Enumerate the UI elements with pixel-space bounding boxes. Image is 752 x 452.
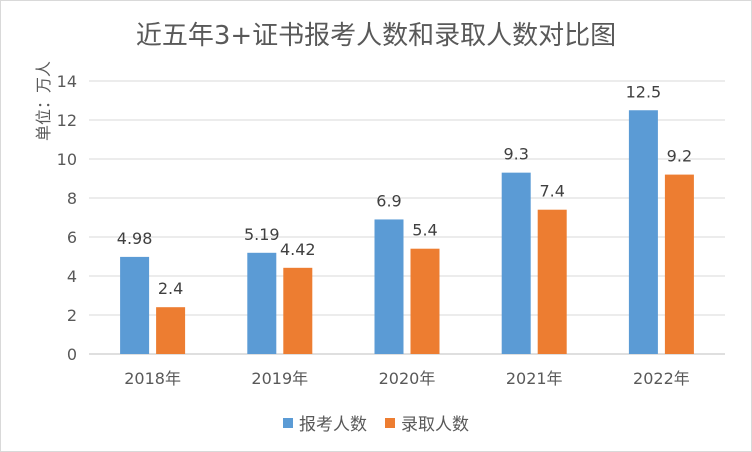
legend-label-series-1: 报考人数 bbox=[299, 415, 367, 435]
x-tick-label: 2021年 bbox=[506, 369, 563, 388]
legend: 报考人数 录取人数 bbox=[1, 410, 751, 435]
y-tick-label: 2 bbox=[67, 306, 77, 325]
x-tick-label: 2019年 bbox=[251, 369, 308, 388]
y-tick-label: 4 bbox=[67, 267, 77, 286]
data-label: 6.9 bbox=[376, 191, 401, 210]
x-tick-label: 2022年 bbox=[633, 369, 690, 388]
bar-series-1 bbox=[628, 110, 658, 354]
bar-series-2 bbox=[156, 307, 186, 354]
legend-label-series-2: 录取人数 bbox=[401, 415, 469, 435]
x-tick-label: 2020年 bbox=[379, 369, 436, 388]
y-tick-label: 10 bbox=[57, 150, 77, 169]
bar-series-2 bbox=[664, 174, 694, 354]
legend-item-series-2: 录取人数 bbox=[385, 410, 469, 435]
data-label: 4.42 bbox=[280, 240, 316, 259]
legend-item-series-1: 报考人数 bbox=[283, 410, 367, 435]
bar-series-2 bbox=[283, 267, 313, 354]
x-tick-label: 2018年 bbox=[124, 369, 181, 388]
y-tick-label: 12 bbox=[57, 111, 77, 130]
data-label: 9.3 bbox=[503, 145, 528, 164]
data-label: 2.4 bbox=[158, 279, 183, 298]
bar-series-1 bbox=[501, 172, 531, 354]
data-label: 12.5 bbox=[626, 82, 662, 101]
data-label: 4.98 bbox=[117, 229, 153, 248]
bar-series-1 bbox=[120, 256, 150, 354]
y-tick-label: 14 bbox=[57, 72, 77, 91]
data-label: 5.19 bbox=[244, 225, 280, 244]
y-tick-label: 8 bbox=[67, 189, 77, 208]
data-label: 5.4 bbox=[412, 221, 437, 240]
y-tick-label: 6 bbox=[67, 228, 77, 247]
legend-swatch-series-2 bbox=[385, 417, 395, 428]
bar-series-2 bbox=[410, 248, 440, 354]
data-label: 9.2 bbox=[667, 147, 692, 166]
bar-series-1 bbox=[374, 219, 404, 354]
legend-swatch-series-1 bbox=[283, 417, 293, 428]
y-tick-label: 0 bbox=[67, 345, 77, 364]
bar-series-2 bbox=[537, 209, 567, 354]
chart-title: 近五年3+证书报考人数和录取人数对比图 bbox=[135, 21, 617, 51]
bar-series-1 bbox=[247, 252, 277, 354]
data-label: 7.4 bbox=[539, 182, 564, 201]
